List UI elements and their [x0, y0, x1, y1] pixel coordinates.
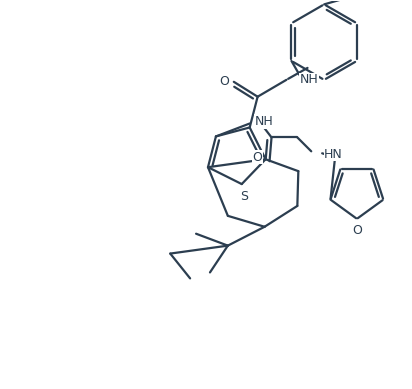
Text: NH: NH — [300, 73, 318, 86]
Text: O: O — [219, 75, 229, 88]
Text: O: O — [253, 151, 262, 164]
Text: S: S — [240, 191, 248, 203]
Text: O: O — [352, 224, 362, 237]
Text: NH: NH — [255, 115, 274, 128]
Text: HN: HN — [324, 148, 343, 161]
